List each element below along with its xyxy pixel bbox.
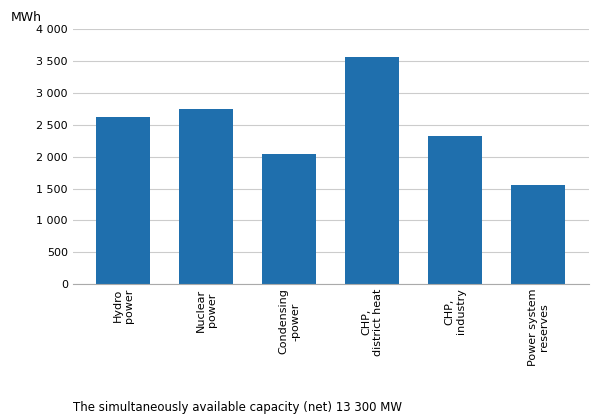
Bar — [262, 153, 316, 284]
Bar — [345, 57, 399, 284]
Text: MWh: MWh — [11, 11, 42, 24]
Bar — [429, 136, 483, 284]
Bar — [179, 109, 233, 284]
Text: The simultaneously available capacity (net) 13 300 MW: The simultaneously available capacity (n… — [73, 401, 402, 414]
Bar — [511, 185, 565, 284]
Bar — [97, 117, 151, 284]
